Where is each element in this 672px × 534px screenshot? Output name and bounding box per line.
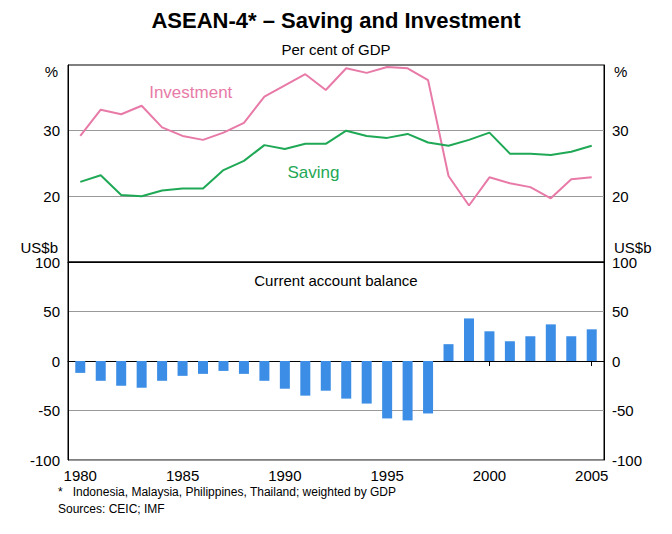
svg-text:100: 100 bbox=[35, 254, 60, 271]
svg-text:-100: -100 bbox=[30, 452, 60, 469]
svg-text:Saving: Saving bbox=[288, 163, 340, 182]
svg-text:1985: 1985 bbox=[166, 467, 199, 484]
svg-text:US$b: US$b bbox=[20, 238, 58, 256]
svg-text:0: 0 bbox=[612, 353, 620, 370]
svg-text:20: 20 bbox=[43, 188, 60, 205]
svg-text:2000: 2000 bbox=[473, 467, 506, 484]
svg-text:Current account balance: Current account balance bbox=[254, 272, 417, 289]
svg-text:Investment: Investment bbox=[149, 83, 232, 102]
svg-text:ASEAN-4* – Saving and Investme: ASEAN-4* – Saving and Investment bbox=[151, 8, 521, 33]
svg-text:* Indonesia, Malaysia, Phili: * Indonesia, Malaysia, Philippines, Thai… bbox=[58, 485, 396, 499]
svg-text:50: 50 bbox=[612, 303, 629, 320]
svg-text:30: 30 bbox=[612, 122, 629, 139]
svg-text:30: 30 bbox=[43, 122, 60, 139]
svg-text:50: 50 bbox=[43, 303, 60, 320]
svg-text:Sources: CEIC; IMF: Sources: CEIC; IMF bbox=[58, 502, 165, 516]
svg-text:%: % bbox=[614, 63, 627, 80]
svg-text:0: 0 bbox=[52, 353, 60, 370]
svg-text:-50: -50 bbox=[612, 402, 634, 419]
svg-text:Per cent of GDP: Per cent of GDP bbox=[281, 41, 390, 58]
svg-text:-100: -100 bbox=[612, 452, 642, 469]
svg-text:1995: 1995 bbox=[370, 467, 403, 484]
svg-text:1990: 1990 bbox=[268, 467, 301, 484]
svg-text:2005: 2005 bbox=[575, 467, 608, 484]
svg-text:US$b: US$b bbox=[614, 238, 652, 256]
svg-text:100: 100 bbox=[612, 254, 637, 271]
svg-text:-50: -50 bbox=[38, 402, 60, 419]
svg-text:1980: 1980 bbox=[64, 467, 97, 484]
svg-text:20: 20 bbox=[612, 188, 629, 205]
svg-text:%: % bbox=[45, 63, 58, 80]
